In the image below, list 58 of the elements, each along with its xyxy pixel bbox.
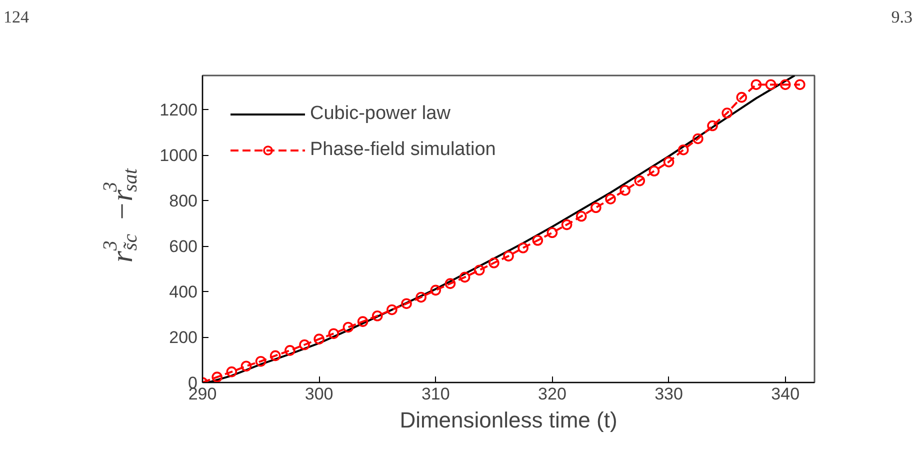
point: [342, 322, 354, 333]
text: 9.3: [891, 8, 912, 26]
x-tick-label: 300: [304, 384, 334, 404]
y-tick-label: 800: [169, 192, 198, 211]
point: [648, 166, 660, 176]
point: [240, 360, 252, 372]
x-axis-title: Dimensionless time (t): [400, 408, 618, 432]
point: [212, 372, 222, 382]
point: [518, 242, 528, 254]
point: [722, 108, 732, 118]
point: [546, 227, 558, 238]
y-axis-title: r3s̃c−r3sat: [100, 168, 142, 263]
point: [780, 79, 791, 90]
point: [561, 219, 572, 230]
point: [532, 234, 544, 246]
point: [794, 79, 806, 90]
point: [590, 202, 602, 214]
point: [503, 250, 514, 262]
point: [605, 194, 616, 204]
y-tick-label: 200: [169, 328, 198, 348]
point: [444, 278, 456, 289]
y-tick-label: 600: [169, 237, 198, 256]
y-tick-label: 1000: [160, 146, 198, 166]
x-tick-label: 320: [538, 384, 566, 404]
point: [255, 356, 266, 367]
point: [357, 316, 368, 327]
x-tick-label: 310: [421, 384, 450, 404]
legend-label: Cubic-power law: [310, 103, 450, 125]
point: [576, 210, 587, 222]
point: [750, 79, 762, 90]
point: [765, 79, 776, 90]
point: [663, 156, 674, 168]
point: [386, 304, 398, 316]
point: [401, 298, 412, 309]
point: [634, 175, 646, 186]
point: [416, 292, 426, 303]
point: [284, 345, 296, 356]
point: [372, 310, 383, 322]
point: [692, 133, 704, 144]
x-tick-label: 330: [654, 384, 683, 404]
legend-label: Phase-field simulation: [310, 139, 496, 161]
point: [488, 257, 500, 268]
point: [299, 339, 310, 350]
text: 124: [4, 8, 30, 26]
point: [707, 120, 718, 132]
x-tick-label: 340: [771, 384, 800, 404]
point: [328, 328, 340, 339]
point: [270, 350, 281, 362]
point: [678, 144, 689, 156]
point: [226, 366, 238, 378]
point: [314, 334, 324, 344]
point: [430, 284, 442, 296]
point: [736, 92, 748, 103]
y-tick-label: 1200: [160, 100, 198, 120]
y-tick-label: 400: [169, 282, 198, 302]
point: [459, 272, 470, 283]
point: [474, 264, 485, 276]
point: [620, 184, 630, 196]
